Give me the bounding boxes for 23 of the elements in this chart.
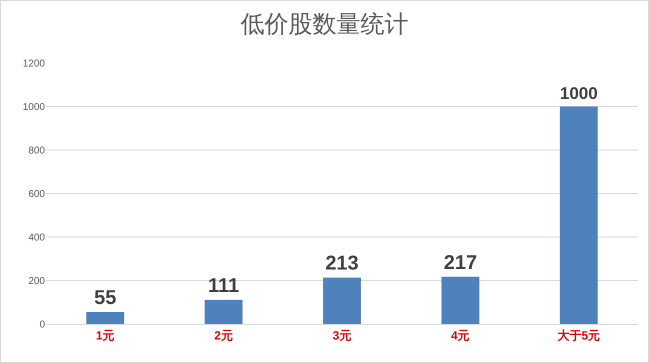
x-tick-label: 2元 [214,328,233,342]
x-tick-label: 大于5元 [557,328,600,342]
y-tick-label: 200 [28,276,46,287]
y-tick-label: 600 [28,189,46,200]
y-tick-label: 1000 [22,102,46,113]
y-tick-label: 1200 [22,58,46,70]
x-tick-label: 4元 [451,328,470,342]
x-tick-label: 3元 [332,328,352,342]
data-label: 111 [208,274,240,297]
y-tick-label: 400 [28,232,46,244]
y-tick-label: 0 [39,320,46,330]
x-tick-label: 1元 [96,328,115,342]
chart-title: 低价股数量统计 [240,11,408,38]
bar [560,106,598,324]
data-label: 217 [444,252,478,274]
bar [323,278,361,324]
y-tick-label: 800 [28,146,46,156]
bar [86,312,124,324]
bar [204,300,243,324]
data-label: 1000 [560,84,598,104]
data-label: 213 [325,252,359,275]
bar [441,276,480,324]
data-label: 55 [94,287,116,310]
